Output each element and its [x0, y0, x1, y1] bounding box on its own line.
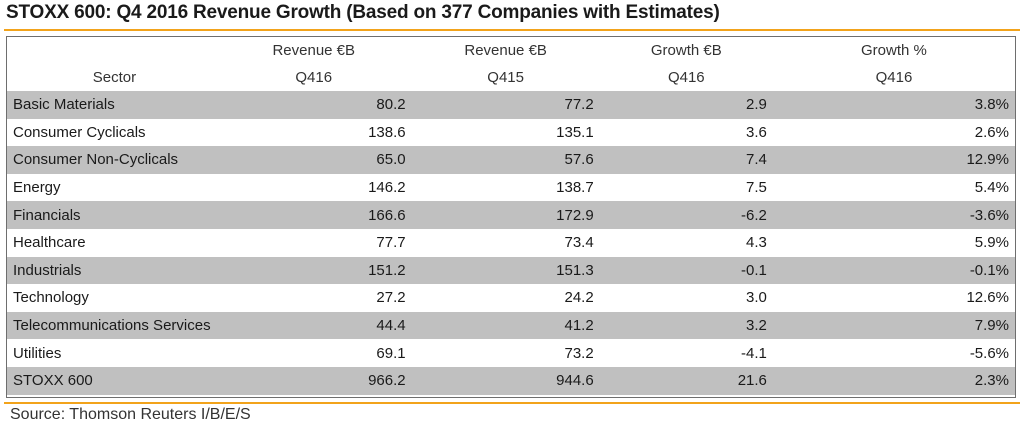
sector-cell: Consumer Non-Cyclicals [7, 146, 216, 174]
revenue-q416-cell: 166.6 [215, 201, 412, 229]
header-sector-top [7, 37, 216, 64]
total-growth-pct-cell: 2.3% [772, 366, 1015, 395]
table-row: Financials 166.6 172.9 -6.2 -3.6% [7, 201, 1015, 229]
total-sector-cell: STOXX 600 [7, 366, 216, 395]
header-growth-eur: Q416 [667, 69, 705, 86]
sector-cell: Healthcare [13, 234, 86, 252]
table-row: Technology 27.2 24.2 3.0 12.6% [7, 284, 1015, 312]
revenue-q416-cell: 80.2 [215, 91, 412, 119]
header-revenue-q415-top: Revenue €B [464, 42, 547, 59]
revenue-growth-table: Revenue €B Revenue €B Growth €B Growth %… [7, 37, 1015, 395]
revenue-q415-cell: 24.2 [564, 289, 594, 307]
table-title: STOXX 600: Q4 2016 Revenue Growth (Based… [6, 2, 720, 23]
growth-eur-cell: 7.5 [746, 179, 767, 197]
sector-cell: Basic Materials [7, 91, 216, 119]
header-growth-pct-top: Growth % [861, 42, 927, 59]
revenue-q416-cell: 138.6 [368, 123, 406, 141]
revenue-q415-cell: 151.3 [411, 256, 600, 285]
revenue-q415-cell: 41.2 [411, 311, 600, 340]
growth-eur-cell: 2.9 [599, 91, 773, 119]
growth-eur-cell: 4.3 [746, 234, 767, 252]
title-rule [4, 29, 1020, 31]
sector-cell: Technology [13, 289, 89, 307]
table-row: Healthcare 77.7 73.4 4.3 5.9% [7, 229, 1015, 257]
growth-pct-cell: 2.6% [974, 123, 1009, 141]
sector-cell: Financials [7, 201, 216, 229]
growth-pct-cell: 5.9% [974, 234, 1009, 252]
table-row: Industrials 151.2 151.3 -0.1 -0.1% [7, 256, 1015, 285]
source-rule [4, 402, 1020, 404]
revenue-q415-cell: 73.4 [564, 234, 594, 252]
growth-eur-cell: -4.1 [741, 344, 767, 362]
growth-eur-cell: -6.2 [599, 201, 773, 229]
sector-cell: Industrials [7, 256, 216, 285]
table-row: Consumer Cyclicals 138.6 135.1 3.6 2.6% [7, 119, 1015, 147]
growth-pct-cell: -5.6% [969, 344, 1009, 362]
table-frame [6, 36, 1016, 398]
revenue-q416-cell: 44.4 [215, 311, 412, 340]
sector-cell: Utilities [13, 344, 62, 362]
revenue-q415-cell: 138.7 [556, 179, 594, 197]
growth-eur-cell: 3.6 [746, 123, 767, 141]
total-revenue-q416-cell: 966.2 [215, 366, 412, 395]
revenue-q415-cell: 57.6 [411, 146, 600, 174]
header-revenue-q415: Q415 [487, 69, 524, 86]
revenue-q416-cell: 69.1 [376, 344, 406, 362]
table-row: Basic Materials 80.2 77.2 2.9 3.8% [7, 91, 1015, 119]
total-growth-eur-cell: 21.6 [599, 366, 773, 395]
growth-pct-cell: 12.6% [966, 289, 1009, 307]
header-sector: Sector [92, 69, 137, 86]
table-row: Consumer Non-Cyclicals 65.0 57.6 7.4 12.… [7, 146, 1015, 174]
growth-pct-cell: -3.6% [772, 201, 1015, 229]
sector-cell: Consumer Cyclicals [13, 123, 146, 141]
revenue-q416-cell: 65.0 [215, 146, 412, 174]
revenue-q415-cell: 172.9 [411, 201, 600, 229]
revenue-q416-cell: 27.2 [376, 289, 406, 307]
header-row-1: Revenue €B Revenue €B Growth €B Growth % [7, 37, 1015, 64]
sector-cell: Telecommunications Services [7, 311, 216, 340]
table-row: Energy 146.2 138.7 7.5 5.4% [7, 174, 1015, 202]
growth-pct-cell: 7.9% [772, 311, 1015, 340]
growth-eur-cell: 3.0 [746, 289, 767, 307]
revenue-q415-cell: 135.1 [556, 123, 594, 141]
growth-eur-cell: -0.1 [599, 256, 773, 285]
revenue-q416-cell: 77.7 [376, 234, 406, 252]
source-note: Source: Thomson Reuters I/B/E/S [10, 406, 251, 423]
revenue-q415-cell: 73.2 [564, 344, 594, 362]
growth-pct-cell: 5.4% [974, 179, 1009, 197]
table-row: Utilities 69.1 73.2 -4.1 -5.6% [7, 339, 1015, 367]
header-revenue-q416: Q416 [295, 69, 333, 86]
total-row: STOXX 600 966.2 944.6 21.6 2.3% [7, 366, 1015, 395]
growth-pct-cell: 12.9% [772, 146, 1015, 174]
header-row-2: Sector Q416 Q415 Q416 Q416 [7, 64, 1015, 91]
growth-eur-cell: 7.4 [599, 146, 773, 174]
header-growth-eur-top: Growth €B [650, 42, 722, 59]
total-revenue-q415-cell: 944.6 [411, 366, 600, 395]
revenue-q415-cell: 77.2 [411, 91, 600, 119]
revenue-q416-cell: 146.2 [368, 179, 406, 197]
header-revenue-q416-top: Revenue €B [272, 42, 356, 59]
growth-pct-cell: -0.1% [772, 256, 1015, 285]
table-row: Telecommunications Services 44.4 41.2 3.… [7, 311, 1015, 340]
sector-cell: Energy [13, 179, 61, 197]
header-growth-pct: Q416 [875, 69, 913, 86]
growth-pct-cell: 3.8% [772, 91, 1015, 119]
growth-eur-cell: 3.2 [599, 311, 773, 340]
revenue-q416-cell: 151.2 [215, 256, 412, 285]
